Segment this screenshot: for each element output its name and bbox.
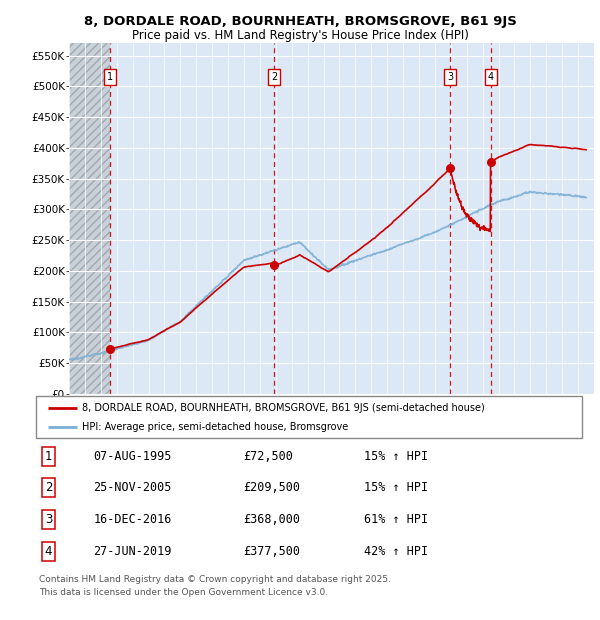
- Text: 07-AUG-1995: 07-AUG-1995: [94, 450, 172, 463]
- Text: 16-DEC-2016: 16-DEC-2016: [94, 513, 172, 526]
- Text: 4: 4: [45, 545, 52, 558]
- Text: 4: 4: [488, 72, 494, 82]
- Text: £209,500: £209,500: [244, 481, 301, 494]
- Text: 42% ↑ HPI: 42% ↑ HPI: [364, 545, 428, 558]
- Text: 15% ↑ HPI: 15% ↑ HPI: [364, 450, 428, 463]
- Point: [445, 162, 455, 172]
- Text: 15% ↑ HPI: 15% ↑ HPI: [364, 481, 428, 494]
- Text: £368,000: £368,000: [244, 513, 301, 526]
- Text: 1: 1: [107, 72, 113, 82]
- Text: 3: 3: [447, 72, 453, 82]
- Text: This data is licensed under the Open Government Licence v3.0.: This data is licensed under the Open Gov…: [39, 588, 328, 597]
- Point: [486, 157, 496, 167]
- Text: 1: 1: [45, 450, 52, 463]
- Text: £377,500: £377,500: [244, 545, 301, 558]
- Text: £72,500: £72,500: [244, 450, 293, 463]
- Text: Contains HM Land Registry data © Crown copyright and database right 2025.: Contains HM Land Registry data © Crown c…: [39, 575, 391, 585]
- Point: [269, 260, 279, 270]
- Text: 27-JUN-2019: 27-JUN-2019: [94, 545, 172, 558]
- Text: 2: 2: [271, 72, 277, 82]
- FancyBboxPatch shape: [36, 396, 582, 438]
- Text: 61% ↑ HPI: 61% ↑ HPI: [364, 513, 428, 526]
- Bar: [69, 43, 110, 394]
- Text: 25-NOV-2005: 25-NOV-2005: [94, 481, 172, 494]
- Text: 8, DORDALE ROAD, BOURNHEATH, BROMSGROVE, B61 9JS: 8, DORDALE ROAD, BOURNHEATH, BROMSGROVE,…: [83, 16, 517, 28]
- Text: 8, DORDALE ROAD, BOURNHEATH, BROMSGROVE, B61 9JS (semi-detached house): 8, DORDALE ROAD, BOURNHEATH, BROMSGROVE,…: [82, 402, 485, 412]
- Point: [105, 344, 115, 354]
- Text: HPI: Average price, semi-detached house, Bromsgrove: HPI: Average price, semi-detached house,…: [82, 422, 349, 432]
- Text: Price paid vs. HM Land Registry's House Price Index (HPI): Price paid vs. HM Land Registry's House …: [131, 29, 469, 42]
- Text: 3: 3: [45, 513, 52, 526]
- Text: 2: 2: [45, 481, 52, 494]
